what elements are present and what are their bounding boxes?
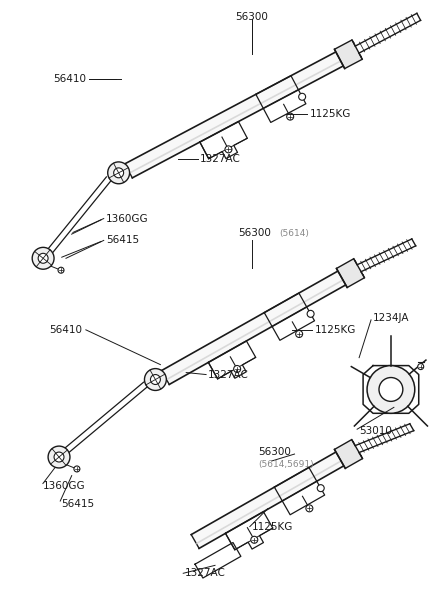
Text: 1360GG: 1360GG xyxy=(43,481,86,491)
Circle shape xyxy=(317,485,324,492)
Text: 1125KG: 1125KG xyxy=(309,109,351,119)
Text: 1125KG: 1125KG xyxy=(252,522,293,531)
Text: 1125KG: 1125KG xyxy=(315,325,356,335)
Text: (5614,5691): (5614,5691) xyxy=(258,460,313,469)
Polygon shape xyxy=(355,424,414,452)
Text: 1327AC: 1327AC xyxy=(200,154,241,164)
Text: 56415: 56415 xyxy=(106,235,139,246)
Text: 56300: 56300 xyxy=(235,12,268,22)
Circle shape xyxy=(54,452,64,462)
Text: (5614): (5614) xyxy=(280,229,309,238)
Text: 53010: 53010 xyxy=(359,426,392,436)
Circle shape xyxy=(299,93,306,100)
Polygon shape xyxy=(355,13,421,53)
Circle shape xyxy=(296,331,303,337)
Polygon shape xyxy=(334,40,362,69)
Text: 56300: 56300 xyxy=(258,447,291,457)
Text: 1360GG: 1360GG xyxy=(106,213,148,224)
Polygon shape xyxy=(191,442,361,548)
Circle shape xyxy=(48,446,70,468)
Polygon shape xyxy=(357,239,416,272)
Circle shape xyxy=(234,365,241,373)
Circle shape xyxy=(32,247,54,269)
Circle shape xyxy=(287,113,293,120)
Text: 56300: 56300 xyxy=(238,229,271,238)
Circle shape xyxy=(114,168,124,178)
Circle shape xyxy=(379,378,403,401)
Polygon shape xyxy=(125,43,361,178)
Circle shape xyxy=(306,505,313,512)
Circle shape xyxy=(144,368,166,390)
Circle shape xyxy=(225,146,232,153)
Text: 1327AC: 1327AC xyxy=(185,568,226,578)
Text: 56415: 56415 xyxy=(61,499,94,509)
Text: 1327AC: 1327AC xyxy=(208,370,249,379)
Text: 1234JA: 1234JA xyxy=(373,313,410,323)
Circle shape xyxy=(150,375,160,384)
Polygon shape xyxy=(337,259,364,288)
Polygon shape xyxy=(334,440,363,468)
Circle shape xyxy=(418,364,424,370)
Circle shape xyxy=(58,268,64,273)
Circle shape xyxy=(367,365,415,413)
Circle shape xyxy=(307,310,314,317)
Circle shape xyxy=(74,466,80,472)
Circle shape xyxy=(251,536,258,544)
Polygon shape xyxy=(161,261,363,384)
Text: 56410: 56410 xyxy=(49,325,82,335)
Circle shape xyxy=(38,254,48,263)
Text: 56410: 56410 xyxy=(53,74,86,85)
Circle shape xyxy=(108,162,129,184)
